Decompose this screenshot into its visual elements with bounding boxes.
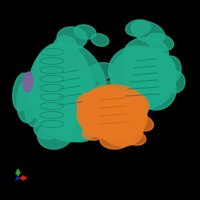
- Ellipse shape: [77, 91, 103, 109]
- Ellipse shape: [159, 56, 181, 84]
- Ellipse shape: [100, 131, 130, 149]
- Ellipse shape: [124, 38, 168, 71]
- Ellipse shape: [91, 34, 109, 46]
- Ellipse shape: [111, 47, 175, 109]
- Ellipse shape: [17, 78, 39, 122]
- Ellipse shape: [54, 36, 76, 54]
- Ellipse shape: [47, 68, 103, 142]
- Ellipse shape: [57, 27, 87, 49]
- Ellipse shape: [29, 42, 107, 142]
- Ellipse shape: [32, 43, 92, 127]
- Ellipse shape: [80, 88, 132, 128]
- Ellipse shape: [126, 20, 150, 36]
- Ellipse shape: [74, 25, 96, 39]
- Ellipse shape: [124, 48, 176, 100]
- Ellipse shape: [23, 72, 33, 92]
- Ellipse shape: [13, 73, 31, 111]
- Ellipse shape: [83, 124, 107, 140]
- Ellipse shape: [111, 91, 149, 119]
- Ellipse shape: [77, 85, 147, 139]
- Ellipse shape: [89, 96, 147, 140]
- Ellipse shape: [34, 117, 62, 139]
- Ellipse shape: [98, 81, 118, 95]
- Ellipse shape: [131, 21, 165, 43]
- Ellipse shape: [25, 97, 45, 127]
- Ellipse shape: [124, 131, 146, 145]
- Ellipse shape: [86, 63, 114, 81]
- Ellipse shape: [127, 113, 153, 131]
- Ellipse shape: [101, 114, 143, 146]
- Ellipse shape: [165, 71, 185, 93]
- Ellipse shape: [146, 33, 174, 51]
- Ellipse shape: [38, 121, 72, 149]
- Ellipse shape: [82, 108, 118, 136]
- Ellipse shape: [136, 70, 176, 110]
- Ellipse shape: [109, 46, 163, 94]
